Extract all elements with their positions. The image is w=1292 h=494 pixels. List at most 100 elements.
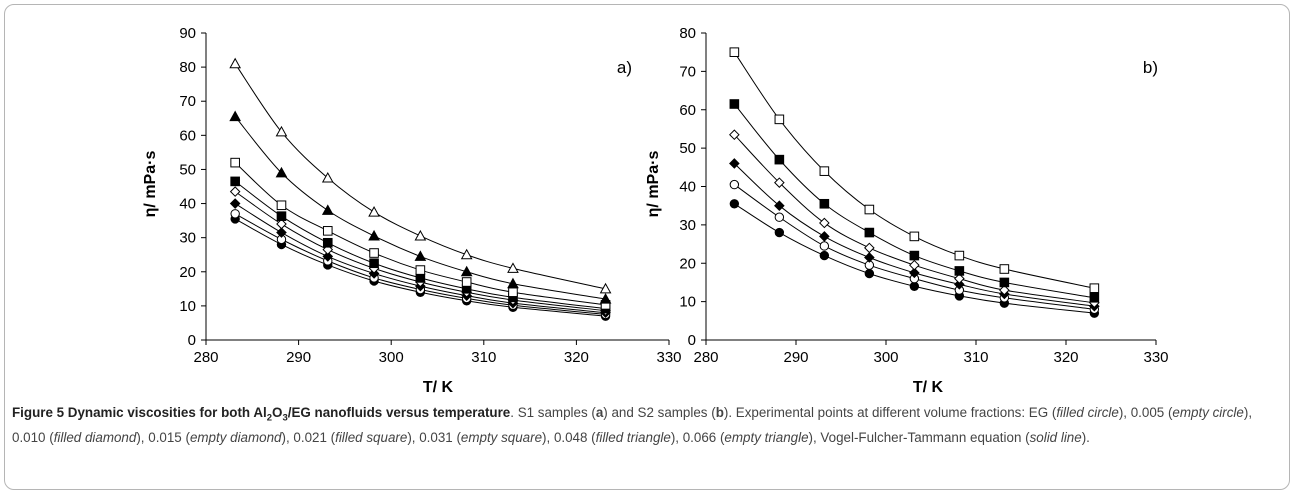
panel-b-point-empty-diamond — [909, 259, 920, 271]
panel-b-x-tick-label: 310 — [963, 349, 988, 366]
panel-b-ylabel: η/ mPa·s — [645, 151, 662, 218]
panel-b: b) T/ K η/ mPa·s 0 10 20 30 40 50 60 70 80 280 290… — [645, 25, 1169, 396]
panel-b-xlabel: T/ K — [913, 379, 944, 396]
panel-b-point-filled-circle — [729, 199, 740, 209]
panel-a-point-empty-triangle — [229, 57, 242, 69]
panel-b-y-tick-label: 60 — [679, 102, 696, 119]
panel-b-y-tick-label: 70 — [679, 63, 696, 80]
panel-b-point-empty-diamond — [954, 273, 965, 284]
panel-a-point-empty-diamond — [229, 186, 241, 197]
panel-b-point-empty-diamond — [999, 284, 1010, 296]
panel-b-point-empty-diamond — [819, 217, 830, 229]
panel-a-point-empty-diamond — [276, 218, 287, 230]
panel-a-y-tick-label: 90 — [179, 25, 196, 42]
panel-a-point-filled-triangle — [368, 229, 380, 241]
panel-b-y-tick-label: 20 — [679, 255, 696, 272]
panel-b-point-filled-diamond — [819, 231, 830, 242]
panel-a-x-tick-label: 310 — [471, 349, 496, 366]
panel-a-y-tick-label: 60 — [179, 127, 196, 144]
panel-a-xlabel: T/ K — [423, 379, 454, 396]
panel-b-point-empty-circle — [819, 241, 830, 251]
caption-title: Figure 5 Dynamic viscosities for both Al… — [12, 405, 511, 424]
panel-a-x-tick-label: 290 — [286, 349, 311, 366]
panel-a-y-tick-label: 80 — [179, 59, 196, 76]
panel-a-point-filled-triangle — [460, 265, 473, 277]
panel-b-point-empty-circle — [729, 179, 740, 190]
panel-b-y-tick-label: 0 — [688, 332, 696, 349]
panel-b-point-filled-square — [1089, 292, 1100, 303]
panel-a-point-empty-square — [508, 287, 518, 298]
panel-a-point-empty-triangle — [321, 171, 334, 183]
panel-a-x-tick-label: 300 — [379, 349, 404, 366]
panel-a-point-filled-square — [369, 258, 379, 269]
panel-b-y-tick-label: 80 — [679, 25, 696, 42]
panel-a-point-filled-triangle — [599, 293, 612, 304]
panel-b-point-empty-square — [729, 47, 740, 57]
panel-a-point-empty-triangle — [599, 282, 612, 294]
panel-a-y-tick-label: 10 — [179, 298, 196, 315]
panel-a-x-tick-label: 320 — [564, 349, 589, 366]
panel-a-y-tick-label: 40 — [179, 196, 196, 213]
panel-a-point-filled-triangle — [229, 110, 242, 122]
panel-a-ylabel: η/ mPa·s — [142, 151, 159, 218]
panel-a-point-empty-triangle — [460, 248, 473, 260]
panel-a-point-filled-triangle — [414, 250, 427, 261]
panel-b-point-filled-square — [999, 277, 1010, 288]
panel-b-point-filled-square — [864, 227, 875, 238]
panel-b-point-filled-diamond — [864, 252, 875, 263]
panel-a: a) T/ K η/ mPa·s 0 10 20 30 40 50 60 70 80 90 280 2… — [142, 25, 682, 396]
panel-b-point-filled-square — [774, 154, 785, 165]
panel-a-point-empty-square — [415, 265, 426, 275]
panel-b-point-empty-square — [954, 250, 965, 261]
panel-b-point-filled-circle — [909, 281, 920, 291]
panel-b-point-filled-square — [909, 250, 920, 261]
panel-b-x-tick-label: 290 — [783, 349, 808, 366]
panel-b-point-filled-diamond — [774, 200, 785, 211]
panel-b-y-tick-label: 50 — [679, 140, 696, 157]
panel-b-point-filled-circle — [774, 227, 785, 238]
panel-b-x-tick-label: 300 — [873, 349, 898, 366]
panel-a-point-empty-circle — [230, 209, 240, 219]
panel-a-point-filled-square — [322, 237, 333, 248]
panel-b-point-empty-square — [819, 166, 830, 176]
panel-a-x-tick-label: 330 — [656, 349, 681, 366]
panel-b-y-tick-label: 40 — [679, 179, 696, 196]
panel-b-point-filled-square — [819, 198, 830, 209]
panel-a-point-empty-square — [461, 277, 472, 287]
panel-a-point-empty-square — [230, 157, 240, 168]
panel-a-point-empty-square — [322, 226, 333, 236]
panel-a-point-filled-diamond — [229, 198, 241, 209]
panel-b-y-tick-label: 10 — [679, 294, 696, 311]
panel-b-x-tick-label: 320 — [1053, 349, 1078, 366]
panel-a-point-empty-square — [369, 248, 379, 258]
panel-b-point-empty-diamond — [774, 177, 785, 188]
panel-b-point-filled-diamond — [954, 279, 965, 290]
panel-b-point-empty-square — [774, 114, 785, 125]
panel-a-point-filled-square — [415, 273, 426, 283]
panel-b-point-filled-circle — [819, 250, 830, 261]
caption-text: . S1 samples (a) and S2 samples (b). Exp… — [12, 405, 1253, 446]
panel-b-point-empty-circle — [774, 212, 785, 222]
panel-b-point-empty-square — [1089, 283, 1100, 293]
panel-b-point-empty-square — [999, 264, 1010, 274]
panel-a-point-filled-triangle — [507, 277, 519, 289]
panel-b-y-tick-label: 30 — [679, 217, 696, 234]
panel-b-point-filled-square — [729, 99, 740, 109]
panel-a-point-filled-square — [230, 176, 240, 187]
panel-a-y-tick-label: 20 — [179, 264, 196, 281]
panel-a-point-empty-triangle — [368, 206, 380, 217]
panel-a-point-filled-square — [276, 211, 287, 221]
figure-frame — [4, 4, 1290, 490]
panel-b-label: b) — [1143, 58, 1158, 77]
panel-a-x-tick-label: 280 — [193, 349, 218, 366]
panel-b-point-filled-diamond — [909, 267, 920, 279]
panel-a-y-tick-label: 0 — [188, 332, 196, 349]
panel-b-point-empty-diamond — [729, 129, 740, 141]
panel-a-point-filled-diamond — [322, 251, 334, 262]
panel-b-point-filled-square — [954, 266, 965, 276]
panel-a-point-filled-triangle — [275, 166, 288, 178]
panel-b-point-empty-diamond — [864, 242, 875, 254]
panel-b-point-empty-square — [909, 231, 920, 242]
panel-a-point-empty-triangle — [507, 262, 519, 273]
panel-a-point-filled-triangle — [321, 204, 334, 215]
